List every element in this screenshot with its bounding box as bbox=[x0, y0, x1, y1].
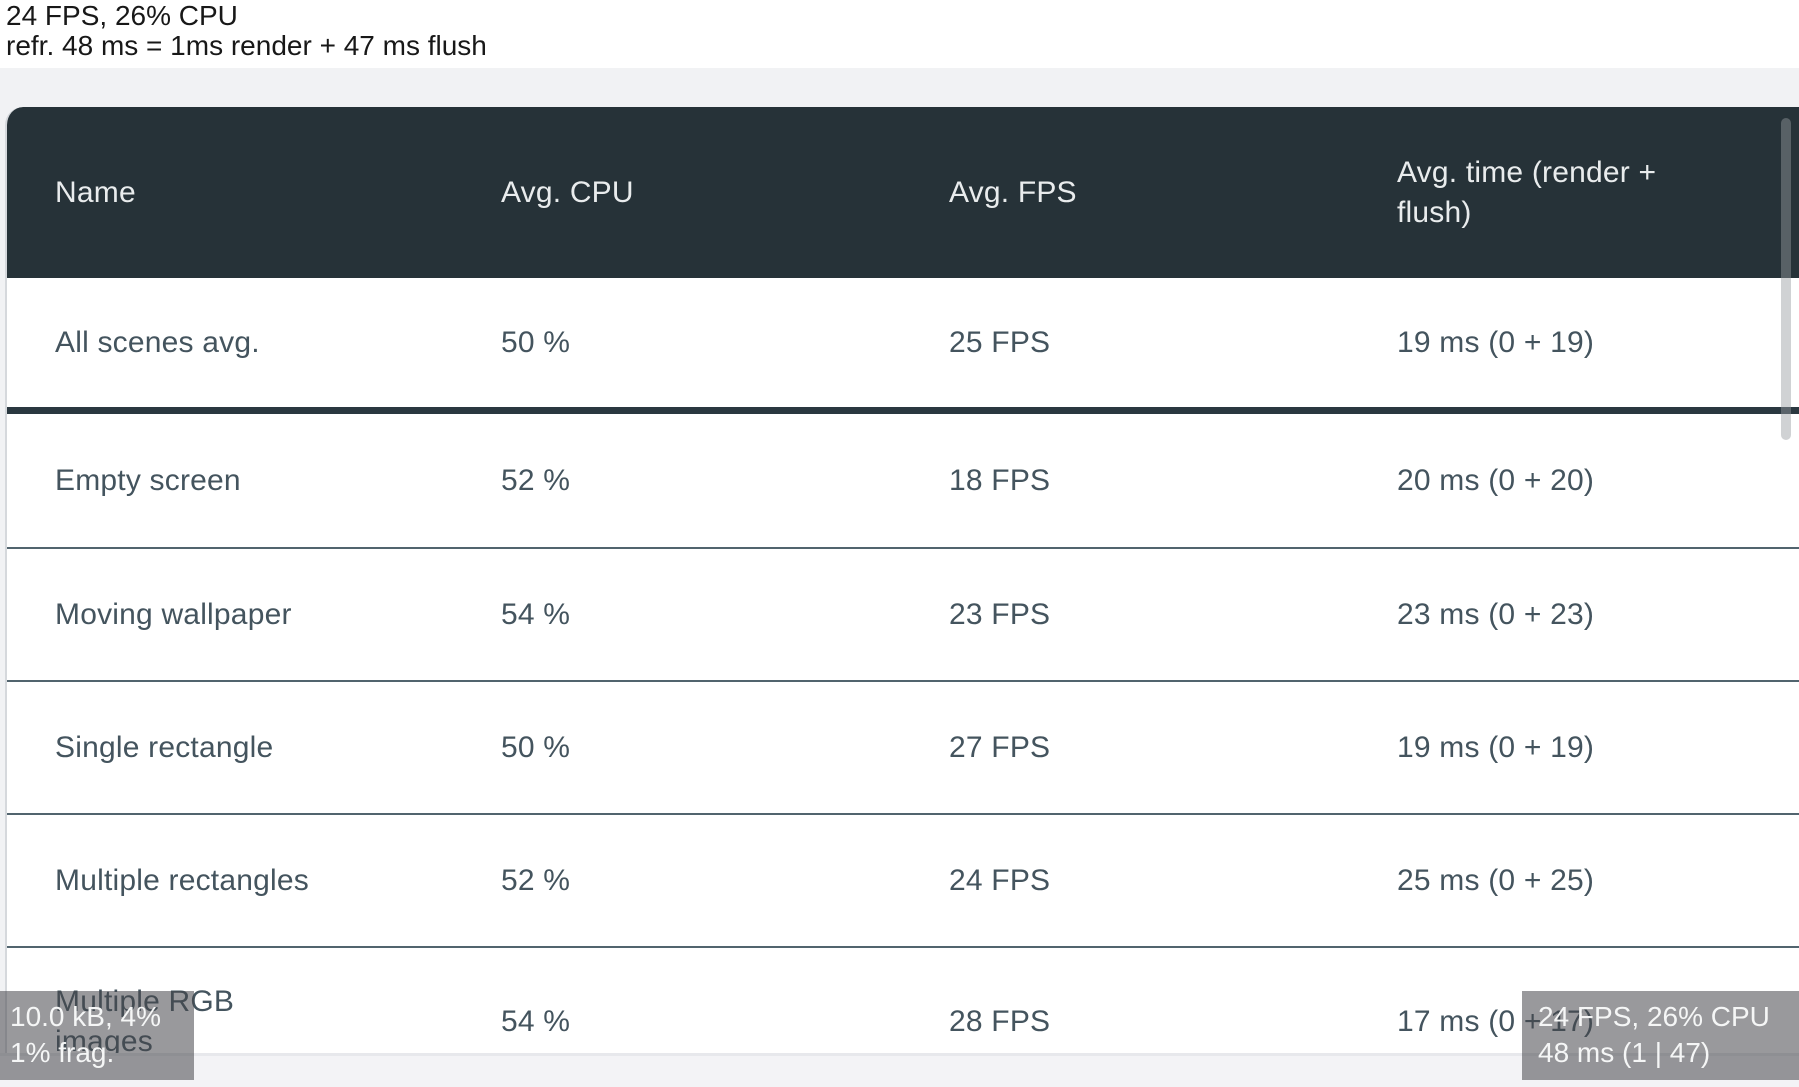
cell-avg-time: 20 ms (0 + 20) bbox=[1397, 463, 1595, 497]
cell-avg-time: 25 ms (0 + 25) bbox=[1397, 863, 1595, 897]
table-row-empty-screen: Empty screen 52 % 18 FPS 20 ms (0 + 20) bbox=[7, 414, 1799, 547]
perf-frame-time-line: 48 ms (1 | 47) bbox=[1538, 1037, 1711, 1068]
header-cell-avg-cpu: Avg. CPU bbox=[501, 175, 634, 209]
summary-divider bbox=[7, 407, 1799, 414]
sysmon-refresh-line: refr. 48 ms = 1ms render + 47 ms flush bbox=[6, 30, 487, 61]
cell-avg-cpu: 54 % bbox=[501, 1005, 571, 1038]
table-row-multiple-rectangles: Multiple rectangles 52 % 24 FPS 25 ms (0… bbox=[7, 813, 1799, 946]
cell-scene-name: Moving wallpaper bbox=[55, 597, 292, 631]
table-row-moving-wallpaper: Moving wallpaper 54 % 23 FPS 23 ms (0 + … bbox=[7, 547, 1799, 680]
memory-monitor-overlay: 10.0 kB, 4% 1% frag. bbox=[0, 991, 194, 1080]
page-background-bottom bbox=[0, 1053, 1799, 1087]
cell-avg-cpu: 50 % bbox=[501, 730, 571, 764]
perf-fps-cpu-line: 24 FPS, 26% CPU bbox=[1538, 1001, 1770, 1032]
cell-scene-name: Single rectangle bbox=[55, 730, 274, 764]
benchmark-summary-table[interactable]: Name Avg. CPU Avg. FPS Avg. time (render… bbox=[5, 107, 1799, 1053]
cell-avg-cpu: 52 % bbox=[501, 463, 571, 497]
cell-avg-fps: 24 FPS bbox=[949, 863, 1051, 897]
sysmon-fps-cpu-line: 24 FPS, 26% CPU bbox=[6, 0, 238, 31]
header-cell-name: Name bbox=[55, 175, 136, 209]
cell-avg-cpu: 50 % bbox=[501, 325, 571, 359]
cell-scene-name: Empty screen bbox=[55, 463, 241, 497]
cell-avg-cpu: 52 % bbox=[501, 863, 571, 897]
cell-avg-time: 23 ms (0 + 23) bbox=[1397, 597, 1595, 631]
cell-avg-fps: 23 FPS bbox=[949, 597, 1051, 631]
performance-monitor-overlay: 24 FPS, 26% CPU 48 ms (1 | 47) bbox=[1522, 991, 1799, 1080]
cell-avg-time: 19 ms (0 + 19) bbox=[1397, 325, 1595, 359]
sysmon-top-label: 24 FPS, 26% CPU refr. 48 ms = 1ms render… bbox=[6, 1, 487, 61]
cell-avg-fps: 28 FPS bbox=[949, 1005, 1051, 1038]
table-row-single-rectangle: Single rectangle 50 % 27 FPS 19 ms (0 + … bbox=[7, 680, 1799, 813]
memory-frag-line: 1% frag. bbox=[10, 1037, 115, 1068]
top-background-strip bbox=[0, 0, 1799, 68]
header-cell-avg-fps: Avg. FPS bbox=[949, 175, 1077, 209]
cell-avg-fps: 27 FPS bbox=[949, 730, 1051, 764]
cell-scene-name: Multiple rectangles bbox=[55, 863, 309, 897]
header-cell-avg-time: Avg. time (render + flush) bbox=[1397, 155, 1657, 229]
cell-avg-fps: 18 FPS bbox=[949, 463, 1051, 497]
cell-scene-name: All scenes avg. bbox=[55, 325, 260, 359]
table-row-all-scenes-avg: All scenes avg. 50 % 25 FPS 19 ms (0 + 1… bbox=[7, 278, 1799, 407]
table-header-row: Name Avg. CPU Avg. FPS Avg. time (render… bbox=[7, 107, 1799, 278]
cell-avg-time: 19 ms (0 + 19) bbox=[1397, 730, 1595, 764]
memory-usage-line: 10.0 kB, 4% bbox=[10, 1001, 161, 1032]
vertical-scrollbar-thumb[interactable] bbox=[1781, 118, 1791, 440]
cell-avg-fps: 25 FPS bbox=[949, 325, 1051, 359]
cell-avg-cpu: 54 % bbox=[501, 597, 571, 631]
